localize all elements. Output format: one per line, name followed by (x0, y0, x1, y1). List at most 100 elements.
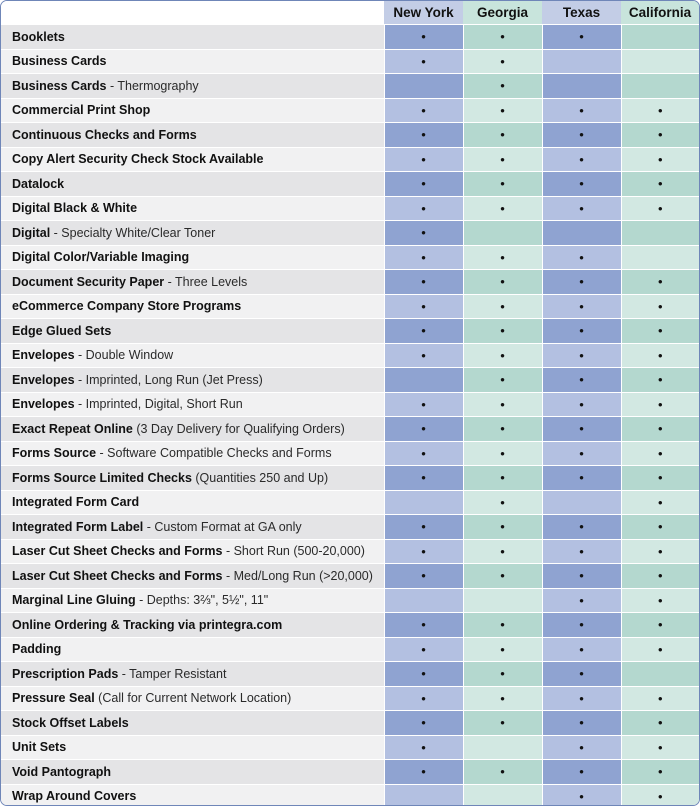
available-bullet: • (421, 102, 426, 118)
feature-cell: Void Pantograph (1, 759, 384, 784)
available-bullet: • (579, 298, 584, 314)
availability-cell-california: • (620, 367, 699, 392)
feature-cell: Prescription Pads - Tamper Resistant (1, 661, 384, 686)
availability-cell-new-york: • (383, 97, 463, 123)
available-bullet: • (421, 127, 426, 143)
feature-name: Document Security Paper (12, 274, 165, 289)
availability-cell-california: • (620, 416, 699, 441)
table-row: Wrap Around Covers • • (1, 783, 699, 805)
feature-name: Integrated Form Card (12, 495, 140, 510)
feature-detail: - Imprinted, Digital, Short Run (74, 397, 243, 412)
availability-cell-california: • (620, 489, 699, 515)
available-bullet: • (421, 568, 426, 584)
availability-cell-texas: • (541, 122, 621, 147)
feature-name: Forms Source (12, 446, 97, 461)
availability-cell-california (620, 244, 699, 270)
table-row: Envelopes - Imprinted, Long Run (Jet Pre… (1, 367, 699, 392)
availability-cell-new-york: • (383, 220, 463, 245)
feature-detail: (Quantities 250 and Up) (191, 470, 329, 485)
availability-cell-texas: • (541, 514, 621, 539)
available-bullet: • (657, 372, 663, 388)
availability-cell-texas: • (541, 24, 621, 49)
availability-cell-california: • (620, 783, 699, 805)
availability-cell-california: • (620, 685, 699, 711)
available-bullet: • (500, 764, 505, 780)
feature-cell: Marginal Line Gluing - Depths: 3⅔", 5½",… (1, 587, 384, 613)
feature-name: Digital Color/Variable Imaging (12, 250, 190, 265)
available-bullet: • (657, 543, 663, 559)
availability-cell-georgia: • (462, 367, 542, 392)
availability-cell-new-york: • (383, 440, 463, 466)
feature-cell: Edge Glued Sets (1, 318, 384, 343)
available-bullet: • (500, 543, 505, 559)
available-bullet: • (500, 666, 505, 682)
available-bullet: • (579, 445, 584, 461)
availability-cell-new-york: • (383, 685, 463, 711)
feature-name: Stock Offset Labels (12, 715, 129, 730)
available-bullet: • (500, 53, 505, 69)
available-bullet: • (500, 372, 505, 388)
table-row: Copy Alert Security Check Stock Availabl… (1, 146, 699, 172)
available-bullet: • (421, 29, 426, 45)
available-bullet: • (500, 396, 505, 412)
available-bullet: • (500, 323, 505, 339)
available-bullet: • (421, 690, 426, 706)
availability-cell-texas: • (541, 636, 621, 662)
header-blank-cell (1, 1, 384, 25)
availability-cell-texas: • (541, 97, 621, 123)
availability-cell-texas: • (541, 465, 621, 490)
availability-cell-texas: • (541, 734, 621, 760)
feature-name: Envelopes (12, 372, 75, 387)
feature-name: Continuous Checks and Forms (12, 127, 197, 142)
availability-cell-california (620, 48, 699, 74)
feature-cell: Commercial Print Shop (1, 97, 384, 123)
availability-cell-texas: • (541, 244, 621, 270)
available-bullet: • (657, 739, 663, 755)
available-bullet: • (579, 347, 584, 363)
feature-name: eCommerce Company Store Programs (12, 299, 242, 314)
availability-cell-new-york: • (383, 416, 463, 441)
availability-cell-texas: • (541, 587, 621, 613)
availability-cell-georgia: • (462, 73, 542, 98)
availability-cell-california: • (620, 318, 699, 343)
feature-name: Padding (12, 642, 62, 657)
availability-cell-california (620, 661, 699, 686)
feature-name: Digital (12, 225, 51, 240)
table-row: Envelopes - Imprinted, Digital, Short Ru… (1, 391, 699, 417)
available-bullet: • (500, 151, 505, 167)
table-row: Forms Source Limited Checks (Quantities … (1, 465, 699, 490)
available-bullet: • (579, 764, 584, 780)
availability-cell-georgia: • (462, 514, 542, 539)
table-body: Booklets • • • Business Cards • • Business Card… (1, 24, 699, 805)
availability-cell-new-york: • (383, 122, 463, 147)
available-bullet: • (421, 715, 426, 731)
feature-name: Edge Glued Sets (12, 323, 112, 338)
availability-cell-california: • (620, 122, 699, 147)
feature-detail: - Depths: 3⅔", 5½", 11" (135, 593, 269, 608)
feature-name: Digital Black & White (12, 201, 138, 216)
available-bullet: • (500, 715, 505, 731)
available-bullet: • (657, 641, 663, 657)
available-bullet: • (579, 617, 584, 633)
available-bullet: • (500, 494, 505, 510)
feature-cell: Document Security Paper - Three Levels (1, 269, 384, 294)
feature-detail: - Three Levels (164, 274, 248, 289)
feature-name: Forms Source Limited Checks (12, 470, 192, 485)
available-bullet: • (579, 151, 584, 167)
availability-cell-georgia (462, 587, 542, 613)
available-bullet: • (421, 519, 426, 535)
availability-cell-new-york: • (383, 318, 463, 343)
available-bullet: • (657, 200, 663, 216)
feature-cell: Envelopes - Imprinted, Digital, Short Ru… (1, 391, 384, 417)
available-bullet: • (579, 690, 584, 706)
available-bullet: • (421, 200, 426, 216)
feature-cell: Unit Sets (1, 734, 384, 760)
availability-cell-texas: • (541, 391, 621, 417)
availability-cell-new-york: • (383, 171, 463, 196)
available-bullet: • (421, 249, 426, 265)
availability-cell-california (620, 24, 699, 49)
table-row: Document Security Paper - Three Levels • •… (1, 269, 699, 294)
feature-cell: Online Ordering & Tracking via printegra… (1, 612, 384, 637)
available-bullet: • (657, 494, 663, 510)
available-bullet: • (657, 592, 663, 608)
